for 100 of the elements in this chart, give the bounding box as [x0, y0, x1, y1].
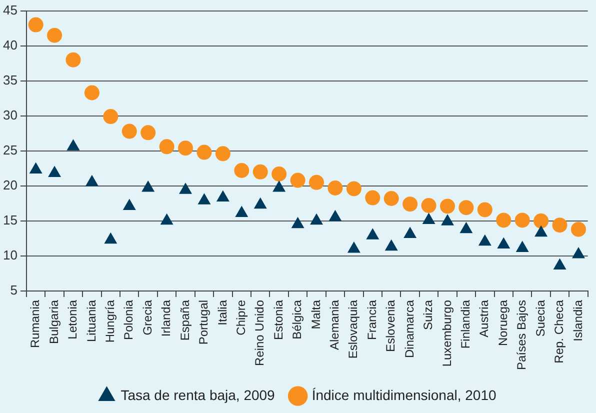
- point: [48, 166, 62, 178]
- x-tick-label: Grecia: [140, 300, 154, 336]
- x-tick-label: Alemania: [328, 300, 342, 350]
- point: [497, 237, 510, 248]
- x-tick-label: Noruega: [496, 300, 510, 346]
- point: [178, 140, 194, 156]
- x-tick-label: Hungría: [102, 300, 117, 343]
- x-tick-label: Finlandia: [458, 300, 473, 349]
- point: [366, 228, 380, 240]
- point: [66, 52, 81, 68]
- point: [84, 85, 100, 100]
- point: [477, 202, 492, 218]
- point: [198, 193, 211, 204]
- point: [496, 212, 512, 228]
- point: [421, 198, 436, 214]
- point: [572, 247, 585, 258]
- x-tick-label: Rep. Checa: [552, 300, 566, 364]
- x-tick-label: Estonia: [271, 300, 286, 340]
- x-tick-label: Austria: [477, 300, 492, 338]
- point: [122, 198, 136, 210]
- point: [534, 225, 548, 237]
- point: [570, 222, 586, 237]
- y-tick-label: 40: [2, 37, 18, 52]
- point: [328, 180, 343, 196]
- x-tick-label: Malta: [308, 300, 323, 330]
- point: [234, 162, 250, 178]
- point: [104, 232, 118, 244]
- x-tick-label: Países Bajos: [514, 300, 529, 370]
- x-tick-label: Dinamarca: [402, 300, 416, 358]
- point: [29, 162, 42, 174]
- x-tick-label: Lituania: [84, 300, 98, 342]
- point: [404, 226, 417, 238]
- point: [402, 196, 418, 212]
- point: [103, 109, 118, 124]
- x-tick-label: Suiza: [421, 300, 436, 330]
- point: [160, 213, 174, 225]
- x-tick-label: España: [178, 300, 192, 341]
- x-tick-label: Italia: [215, 300, 230, 326]
- point: [216, 190, 230, 202]
- x-tick-label: Bélgica: [290, 300, 304, 340]
- point: [215, 146, 230, 162]
- x-tick-label: Rumania: [28, 300, 42, 348]
- point: [122, 124, 137, 139]
- point: [384, 239, 398, 251]
- y-tick-label: 15: [2, 212, 18, 228]
- point: [179, 182, 192, 194]
- point: [291, 216, 304, 228]
- point: [458, 200, 474, 216]
- x-tick-label: Polonia: [122, 300, 136, 340]
- legend-label: Tasa de renta baja, 2009: [120, 386, 276, 403]
- y-tick-label: 30: [2, 107, 18, 122]
- point: [460, 222, 473, 234]
- y-tick-label: 25: [2, 142, 18, 158]
- y-tick-label: 35: [2, 72, 18, 88]
- point: [140, 125, 156, 140]
- x-tick-label: Islandia: [570, 300, 585, 342]
- point: [553, 258, 566, 270]
- legend-label: Índice multidimensional, 2010: [312, 386, 496, 403]
- y-tick-label: 5: [10, 282, 18, 298]
- y-tick-label: 20: [2, 177, 18, 192]
- x-tick-label: Letonia: [66, 300, 80, 340]
- x-tick-label: Irlanda: [159, 300, 174, 337]
- point: [384, 191, 399, 206]
- point: [66, 139, 80, 150]
- x-tick-label: Eslovaquia: [346, 300, 360, 359]
- point: [272, 180, 286, 192]
- point: [159, 139, 174, 154]
- x-tick-label: Suecia: [533, 300, 548, 337]
- point: [552, 218, 568, 233]
- point: [290, 172, 306, 188]
- y-tick-label: 45: [2, 2, 18, 18]
- point: [309, 174, 324, 190]
- x-tick-label: Bulgaria: [46, 300, 61, 344]
- x-tick-label: Eslovenia: [384, 300, 398, 352]
- point: [252, 164, 268, 180]
- point: [347, 241, 360, 253]
- point: [478, 234, 492, 246]
- point: [534, 213, 549, 228]
- y-tick-label: 10: [2, 248, 18, 263]
- point: [328, 210, 342, 222]
- x-tick-label: Reino Unido: [252, 300, 267, 366]
- x-tick-label: Portugal: [196, 300, 211, 345]
- point: [440, 198, 455, 214]
- x-tick-label: Chipre: [234, 300, 248, 336]
- x-tick-label: Luxemburgo: [440, 300, 454, 367]
- point: [365, 190, 380, 206]
- point: [516, 240, 529, 252]
- x-tick-label: Francia: [364, 300, 379, 340]
- point: [235, 206, 248, 217]
- point: [440, 214, 454, 226]
- point: [346, 181, 362, 196]
- point: [254, 197, 267, 209]
- point: [310, 213, 323, 225]
- point: [28, 17, 44, 32]
- point: [142, 180, 155, 192]
- point: [272, 166, 287, 182]
- point: [514, 212, 530, 228]
- point: [196, 144, 212, 160]
- point: [85, 174, 98, 186]
- point: [47, 28, 62, 43]
